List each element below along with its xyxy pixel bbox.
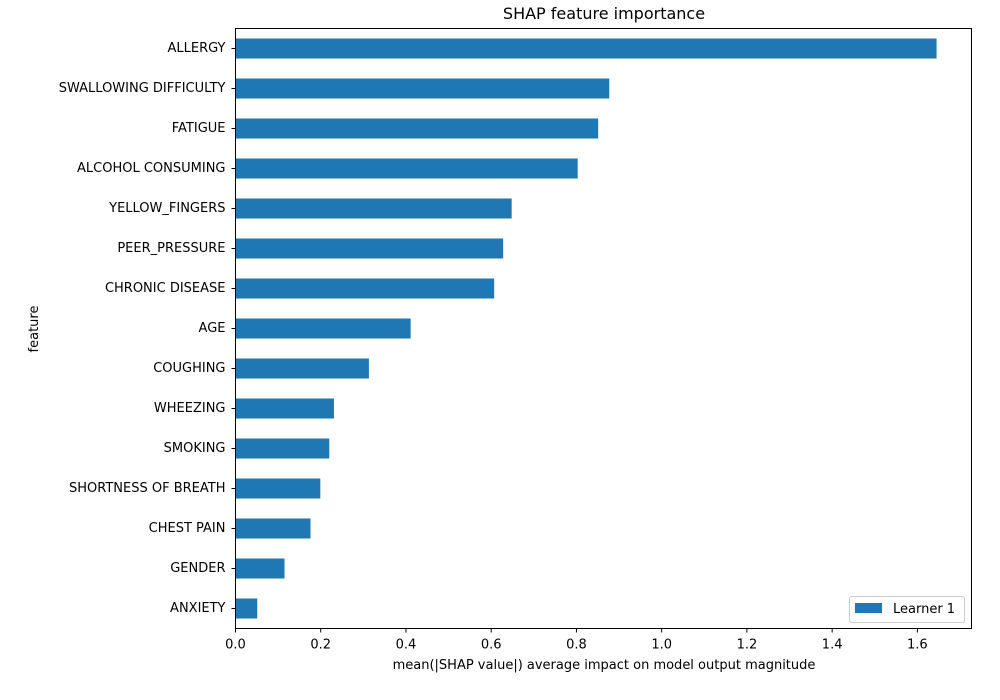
bar <box>235 78 610 99</box>
plot-frame <box>235 28 972 629</box>
y-tick-label: ALLERGY <box>168 41 226 56</box>
x-tick-label: 1.6 <box>907 638 928 653</box>
legend: Learner 1 <box>849 596 965 623</box>
y-axis-title: feature <box>27 306 42 353</box>
y-tick-label: FATIGUE <box>172 121 226 136</box>
y-tick-label: YELLOW_FINGERS <box>108 201 225 216</box>
bars-group <box>235 38 937 619</box>
y-tick-label: CHRONIC DISEASE <box>105 281 226 296</box>
y-tick-label: PEER_PRESSURE <box>117 241 225 256</box>
bar <box>235 278 495 299</box>
bar <box>235 198 512 219</box>
bar <box>235 438 330 459</box>
bar <box>235 238 504 259</box>
bar <box>235 518 311 539</box>
bar <box>235 478 321 499</box>
x-tick-group: 0.0 0.2 0.4 0.6 0.8 1.0 1.2 1.4 1.6 <box>225 628 928 653</box>
y-tick-label: CHEST PAIN <box>149 521 226 536</box>
y-tick-label: ANXIETY <box>170 601 226 616</box>
x-tick-label: 0.0 <box>225 638 246 653</box>
y-tick-group: ALLERGY SWALLOWING DIFFICULTY FATIGUE ALC… <box>59 41 236 616</box>
y-tick-label: SWALLOWING DIFFICULTY <box>59 81 226 96</box>
bar <box>235 318 411 339</box>
x-tick-label: 0.2 <box>310 638 331 653</box>
x-tick-label: 1.4 <box>822 638 843 653</box>
y-tick-label: COUGHING <box>153 361 225 376</box>
legend-label: Learner 1 <box>893 602 955 617</box>
bar <box>235 598 258 619</box>
y-tick-label: WHEEZING <box>154 401 226 416</box>
y-tick-label: ALCOHOL CONSUMING <box>77 161 225 176</box>
y-tick-label: SMOKING <box>164 441 226 456</box>
y-tick-label: GENDER <box>170 561 225 576</box>
chart-title: SHAP feature importance <box>503 4 705 23</box>
y-tick-label: SHORTNESS OF BREATH <box>69 481 225 496</box>
bar <box>235 358 369 379</box>
x-tick-label: 1.0 <box>651 638 672 653</box>
x-tick-label: 0.4 <box>396 638 417 653</box>
y-tick-label: AGE <box>199 321 226 336</box>
bar <box>235 38 937 59</box>
legend-swatch <box>855 603 882 613</box>
x-axis-title: mean(|SHAP value|) average impact on mod… <box>393 658 816 673</box>
bar <box>235 118 599 139</box>
bar <box>235 158 578 179</box>
x-tick-label: 1.2 <box>737 638 758 653</box>
bar <box>235 558 285 579</box>
bar <box>235 398 334 419</box>
x-tick-label: 0.8 <box>566 638 587 653</box>
x-tick-label: 0.6 <box>481 638 502 653</box>
